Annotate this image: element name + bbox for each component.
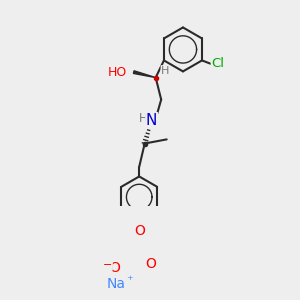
Text: Na: Na (106, 277, 125, 291)
Polygon shape (134, 71, 156, 78)
Text: H: H (161, 66, 170, 76)
Text: O: O (109, 262, 120, 275)
Text: O: O (146, 257, 156, 271)
Text: H: H (139, 112, 148, 125)
Text: N: N (146, 113, 157, 128)
Text: Cl: Cl (211, 57, 224, 70)
Text: HO: HO (108, 66, 127, 79)
Text: ⁺: ⁺ (126, 274, 133, 287)
Text: O: O (134, 224, 145, 239)
Text: −: − (103, 260, 112, 270)
